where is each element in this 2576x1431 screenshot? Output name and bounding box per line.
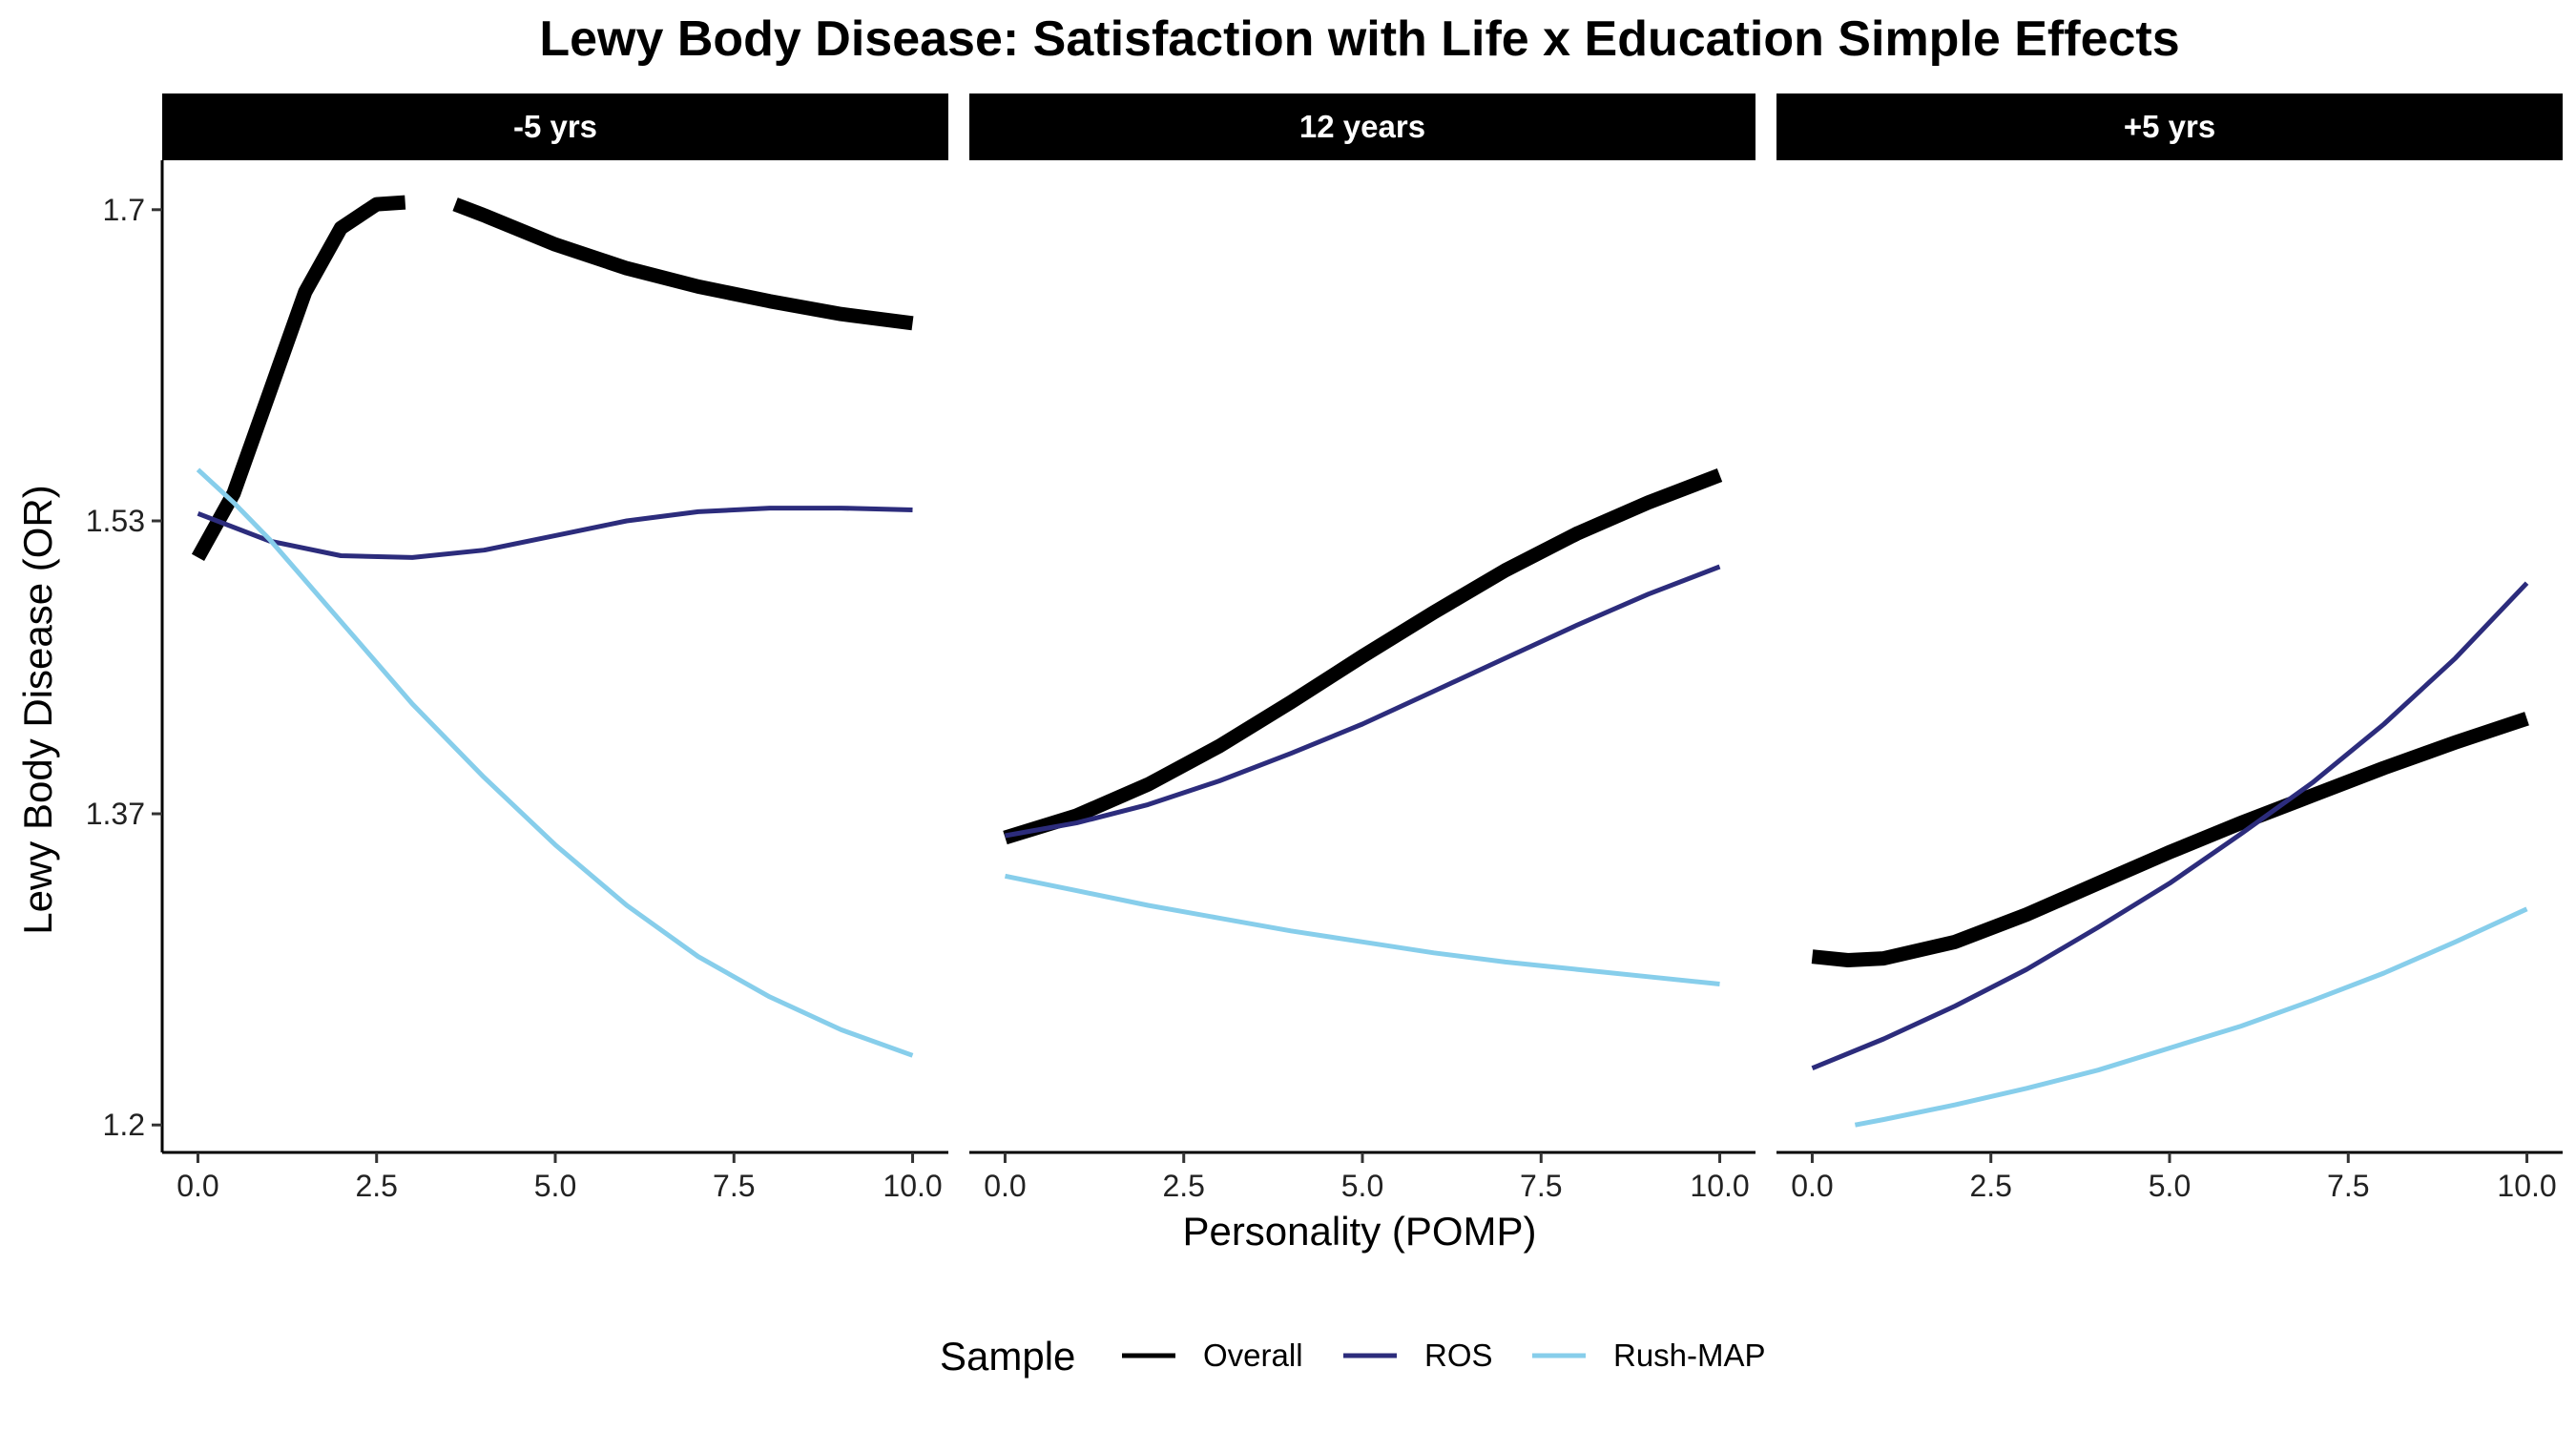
series-line-overall: [191, 195, 914, 562]
x-tick-label: 7.5: [713, 1169, 755, 1203]
facet-panel: 12 years 0.0 2.5 5.0 7.5 10.0: [969, 93, 1755, 1203]
facet-label: -5 yrs: [513, 109, 597, 144]
facet-panel: -5 yrs 0.0 2.5 5.0 7.5 10.0 1.2 1.37 1.53 1.7: [86, 93, 948, 1203]
series-line-ros: [1811, 581, 2529, 1071]
x-tick-label: 5.0: [1341, 1169, 1383, 1203]
x-tick-label: 0.0: [984, 1169, 1026, 1203]
facet-panel: +5 yrs 0.0 2.5 5.0 7.5 10.0: [1776, 93, 2563, 1203]
y-tick-label: 1.2: [103, 1108, 145, 1142]
series-line-overall: [1003, 467, 1723, 845]
y-tick-label: 1.7: [103, 193, 145, 227]
series-lines: [1811, 581, 2529, 1128]
series-line-rush-map: [1854, 906, 2528, 1128]
x-tick-label: 10.0: [883, 1169, 942, 1203]
chart-title: Lewy Body Disease: Satisfaction with Lif…: [539, 11, 2179, 67]
series-line-ros: [197, 506, 913, 560]
x-tick-label: 2.5: [1162, 1169, 1204, 1203]
legend-title: Sample: [940, 1334, 1075, 1379]
x-tick-label: 10.0: [2497, 1169, 2556, 1203]
x-tick-label: 2.5: [1969, 1169, 2011, 1203]
x-tick-label: 10.0: [1690, 1169, 1749, 1203]
panels: -5 yrs 0.0 2.5 5.0 7.5 10.0 1.2 1.37 1.53 1.7 12 y…: [86, 93, 2563, 1203]
series-line-ros: [1005, 564, 1721, 839]
facet-strip: [162, 93, 948, 160]
y-tick-label: 1.37: [86, 797, 145, 831]
x-tick-label: 2.5: [355, 1169, 397, 1203]
legend-items: Overall ROS Rush-MAP: [1122, 1338, 1766, 1373]
facet-strip: [1776, 93, 2563, 160]
x-tick-label: 5.0: [2149, 1169, 2191, 1203]
x-tick-label: 7.5: [1520, 1169, 1562, 1203]
x-tick-label: 5.0: [534, 1169, 576, 1203]
legend-label: Rush-MAP: [1613, 1338, 1766, 1373]
legend-item: Rush-MAP: [1532, 1338, 1766, 1373]
x-axis-title: Personality (POMP): [1182, 1209, 1536, 1254]
facet-label: +5 yrs: [2124, 109, 2215, 144]
legend: Sample Overall ROS Rush-MAP: [940, 1334, 1766, 1379]
series-line-overall: [1811, 712, 2529, 967]
legend-item: Overall: [1122, 1338, 1303, 1373]
x-tick-label: 7.5: [2327, 1169, 2369, 1203]
facet-label: 12 years: [1299, 109, 1425, 144]
legend-label: ROS: [1424, 1338, 1493, 1373]
series-line-rush-map: [196, 467, 914, 1058]
x-tick-label: 0.0: [1791, 1169, 1833, 1203]
facet-strip: [969, 93, 1755, 160]
series-lines: [191, 195, 914, 1058]
x-tick-label: 0.0: [177, 1169, 218, 1203]
series-line-rush-map: [1004, 873, 1720, 986]
series-lines: [1003, 467, 1723, 986]
y-tick-label: 1.53: [86, 504, 145, 538]
legend-item: ROS: [1343, 1338, 1493, 1373]
y-axis-title: Lewy Body Disease (OR): [15, 485, 60, 935]
legend-label: Overall: [1203, 1338, 1303, 1373]
